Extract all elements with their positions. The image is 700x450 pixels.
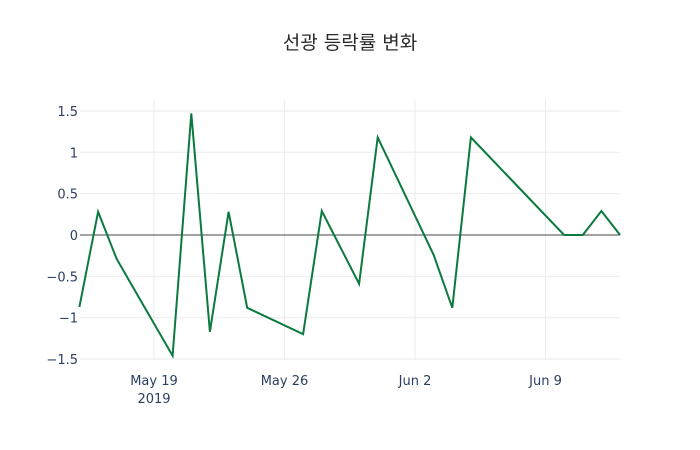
x-tick-label: Jun 9 [528, 374, 562, 389]
y-tick-label: −1.5 [46, 353, 78, 368]
y-tick-label: −1 [59, 312, 78, 327]
x-tick-label: Jun 2 [398, 374, 432, 389]
y-tick-label: 0 [70, 229, 78, 244]
x-tick-label: May 26 [261, 374, 309, 389]
x-tick-label: May 19 [130, 374, 178, 389]
y-tick-label: 1 [70, 146, 78, 161]
x-tick-sublabel: 2019 [137, 392, 170, 407]
y-tick-label: −0.5 [46, 270, 78, 285]
chart-title: 선광 등락률 변화 [282, 32, 418, 54]
series-line [78, 113, 621, 359]
y-tick-label: 1.5 [57, 105, 78, 120]
y-tick-label: 0.5 [57, 188, 78, 203]
